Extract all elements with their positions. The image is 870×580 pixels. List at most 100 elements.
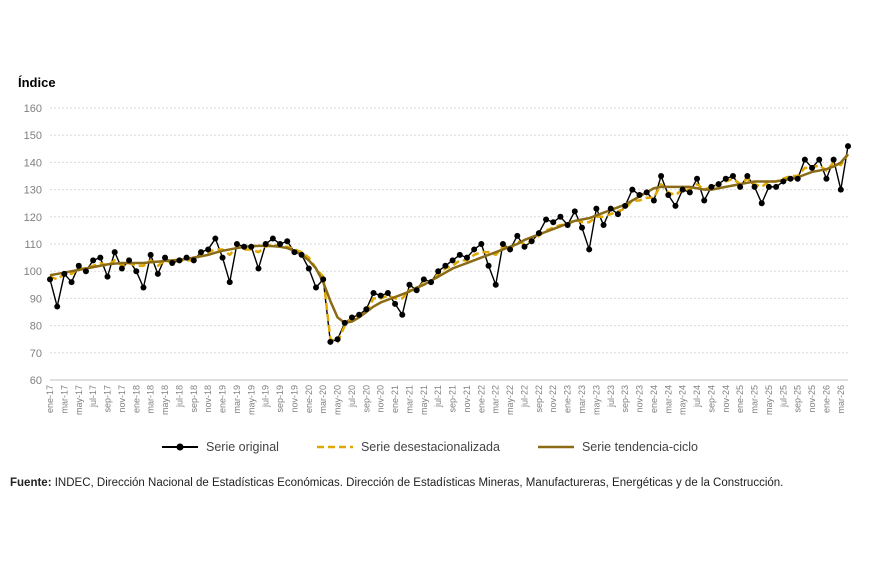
data-point-original: [233, 241, 240, 247]
data-point-original: [47, 276, 53, 283]
y-tick-label: 90: [30, 293, 42, 305]
data-point-original: [277, 241, 284, 247]
legend: Serie original Serie desestacionalizada …: [160, 437, 800, 457]
data-point-original: [413, 287, 420, 294]
x-tick-label: jul-21: [433, 385, 443, 408]
data-point-original: [694, 175, 701, 182]
data-point-original: [492, 281, 499, 288]
data-point-original: [701, 197, 708, 204]
data-point-original: [104, 273, 111, 280]
x-tick-label: may-24: [678, 385, 688, 415]
y-axis-label: Índice: [18, 75, 56, 90]
data-point-original: [816, 156, 823, 163]
x-tick-label: ene-19: [218, 385, 228, 413]
x-tick-label: sep-18: [189, 385, 199, 413]
data-point-original: [744, 173, 751, 179]
data-point-original: [715, 181, 722, 188]
y-tick-label: 110: [24, 239, 42, 251]
x-tick-label: nov-19: [289, 385, 299, 413]
data-point-original: [269, 235, 276, 242]
source-text: INDEC, Dirección Nacional de Estadística…: [51, 477, 784, 489]
y-tick-label: 70: [30, 348, 42, 360]
data-point-original: [226, 279, 233, 286]
data-point-original: [773, 183, 780, 190]
data-point-original: [751, 183, 758, 190]
x-tick-label: sep-19: [275, 385, 285, 413]
x-tick-label: jul-22: [519, 385, 529, 408]
data-point-original: [212, 235, 219, 242]
data-point-original: [428, 279, 435, 286]
data-point-original: [672, 202, 679, 209]
legend-label-tendencia-ciclo: Serie tendencia-ciclo: [581, 440, 698, 454]
data-point-original: [658, 173, 665, 179]
legend-label-desestacionalizada: Serie desestacionalizada: [360, 440, 500, 454]
data-point-original: [298, 251, 305, 258]
data-point-original: [528, 238, 535, 245]
x-tick-label: ene-26: [821, 385, 831, 413]
x-tick-label: ene-25: [735, 385, 745, 413]
x-tick-label: mar-17: [59, 385, 69, 414]
x-tick-label: nov-24: [721, 385, 731, 413]
x-tick-label: mar-25: [750, 385, 760, 414]
data-point-original: [97, 254, 104, 261]
data-point-original: [341, 319, 348, 326]
data-point-original: [607, 205, 614, 212]
y-tick-label: 150: [24, 130, 42, 142]
data-point-original: [665, 192, 672, 199]
x-tick-label: mar-24: [663, 385, 673, 414]
y-tick-label: 130: [24, 185, 42, 197]
x-tick-label: sep-25: [793, 385, 803, 413]
data-point-original: [154, 270, 161, 277]
x-tick-label: mar-21: [404, 385, 414, 414]
data-point-original: [845, 143, 851, 150]
x-tick-label: jul-17: [88, 385, 98, 408]
x-tick-labels: ene-17 mar-17 may-17 jul-17 sep-17 nov-17 ene-…: [45, 385, 846, 415]
data-point-original: [255, 265, 262, 272]
data-point-original: [291, 249, 298, 256]
data-point-original: [118, 265, 125, 272]
x-tick-label: sep-20: [361, 385, 371, 413]
data-point-original: [169, 260, 176, 267]
x-tick-label: mar-20: [318, 385, 328, 414]
data-point-original: [197, 249, 204, 256]
data-point-original: [801, 156, 808, 163]
x-tick-label: ene-23: [563, 385, 573, 413]
x-tick-label: jul-23: [606, 385, 616, 408]
data-point-original: [377, 292, 384, 299]
data-point-original: [737, 183, 744, 190]
x-tick-label: nov-20: [376, 385, 386, 413]
data-point-original: [463, 254, 470, 261]
data-point-original: [219, 254, 226, 261]
data-point-original: [82, 268, 89, 275]
data-point-original: [485, 262, 492, 269]
data-point-original: [514, 232, 521, 239]
series-line-tendencia-ciclo: [49, 153, 849, 325]
data-point-original: [356, 311, 363, 318]
data-point-original: [456, 251, 463, 258]
data-point-original: [636, 192, 643, 199]
data-point-original: [499, 241, 506, 247]
x-tick-label: mar-23: [577, 385, 587, 414]
data-point-original: [320, 276, 327, 283]
y-tick-label: 100: [24, 266, 42, 278]
y-tick-label: 160: [24, 103, 42, 115]
data-point-original: [420, 276, 427, 283]
legend-item-original: Serie original: [160, 440, 279, 454]
x-tick-label: jul-19: [261, 385, 271, 408]
data-point-original: [679, 186, 686, 193]
gridlines: [50, 107, 848, 381]
data-point-original: [478, 241, 485, 247]
data-point-original: [133, 268, 140, 275]
x-tick-label: mar-26: [836, 385, 846, 414]
data-point-original: [593, 205, 600, 212]
data-point-original: [392, 300, 399, 307]
x-tick-label: mar-22: [491, 385, 501, 414]
x-tick-label: may-25: [764, 385, 774, 415]
x-tick-label: ene-20: [304, 385, 314, 413]
x-tick-label: jul-25: [778, 385, 788, 408]
data-point-original: [571, 208, 578, 215]
data-point-original: [629, 186, 636, 193]
data-point-original: [787, 175, 794, 182]
x-tick-label: may-18: [160, 385, 170, 415]
